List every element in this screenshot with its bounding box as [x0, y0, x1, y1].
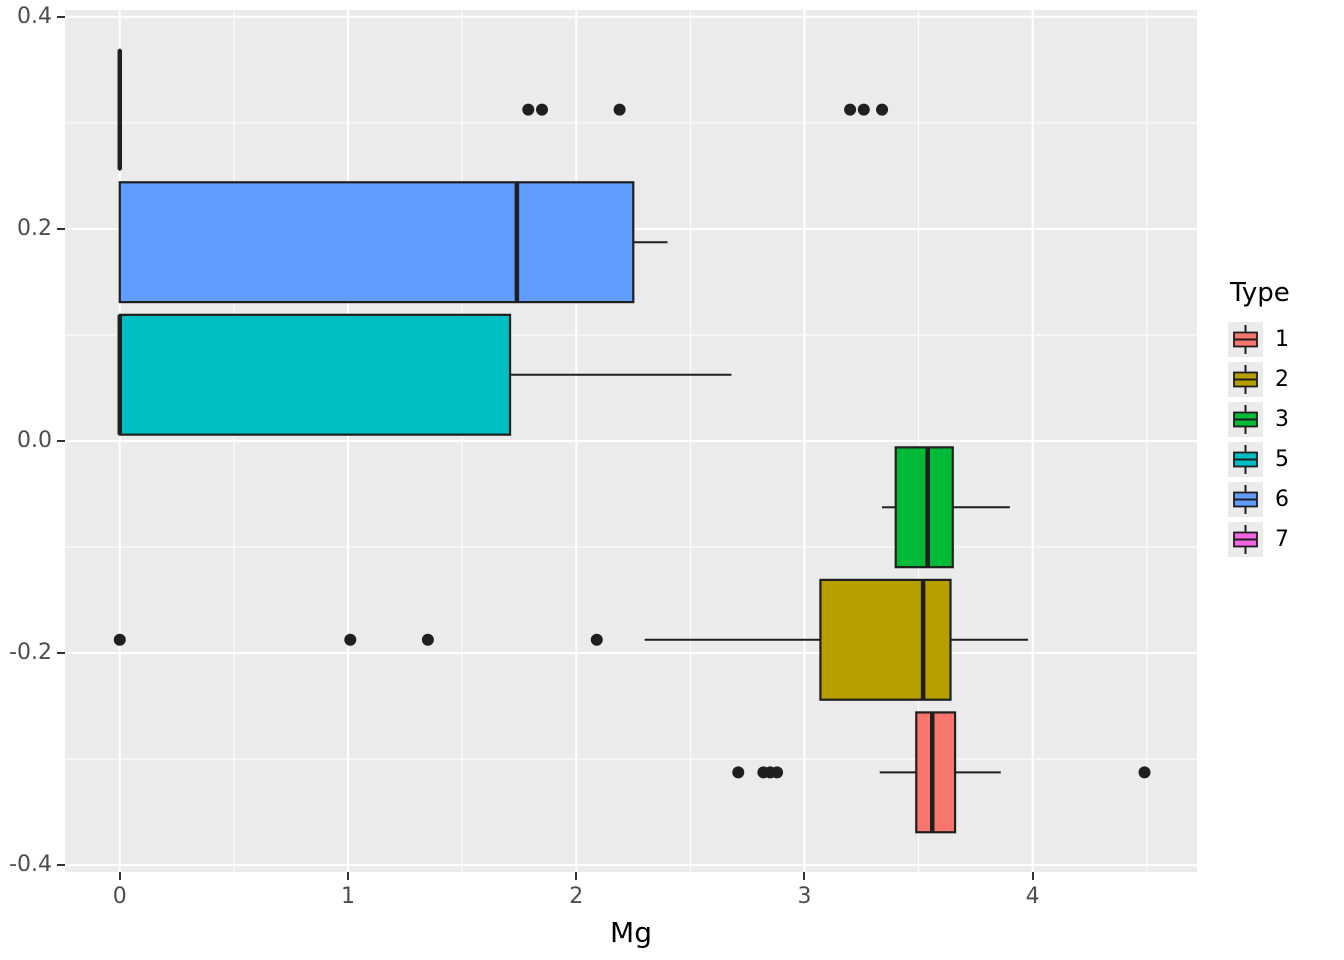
x-tick-mark: [118, 872, 121, 880]
outlier-point: [535, 103, 548, 116]
y-tick-mark: [57, 652, 65, 655]
x-tick-mark: [1031, 872, 1034, 880]
legend-item-type-3: 3: [1228, 402, 1290, 437]
plot-panel: [65, 10, 1197, 872]
legend-label: 7: [1275, 527, 1289, 552]
outlier-point: [113, 633, 126, 646]
legend-label: 5: [1275, 447, 1289, 472]
outlier-point: [613, 103, 626, 116]
legend-item-type-5: 5: [1228, 442, 1290, 477]
box-type-1: [915, 711, 957, 834]
legend-label: 6: [1275, 487, 1289, 512]
outlier-point: [522, 103, 535, 116]
y-tick-label: 0.2: [17, 215, 52, 241]
legend-item-type-6: 6: [1228, 482, 1290, 517]
legend-item-type-2: 2: [1228, 362, 1290, 397]
y-tick-mark: [57, 864, 65, 867]
box-type-3: [894, 446, 954, 569]
legend-label: 3: [1275, 407, 1289, 432]
y-tick-label: -0.2: [9, 640, 52, 666]
legend-key-boxplot-icon: [1228, 442, 1263, 477]
legend-label: 1: [1275, 327, 1289, 352]
x-tick-mark: [575, 872, 578, 880]
y-tick-label: -0.4: [9, 852, 52, 878]
legend-title: Type: [1230, 278, 1290, 308]
y-tick-label: 0.0: [17, 428, 52, 453]
legend-key-boxplot-icon: [1228, 522, 1263, 557]
outlier-point: [876, 103, 889, 116]
y-tick-mark: [57, 440, 65, 442]
outlier-point: [590, 633, 603, 646]
legend-key-boxplot-icon: [1228, 362, 1263, 397]
legend: Type 1 2 3 5 6 7: [1228, 278, 1290, 562]
boxplot-canvas: [65, 10, 1197, 872]
legend-key-boxplot-icon: [1228, 482, 1263, 517]
x-tick-label: 0: [112, 884, 127, 909]
legend-key-boxplot-icon: [1228, 322, 1263, 357]
legend-label: 2: [1275, 367, 1289, 392]
legend-items: 1 2 3 5 6 7: [1228, 322, 1290, 557]
legend-item-type-7: 7: [1228, 522, 1290, 557]
x-axis-title: Mg: [610, 916, 652, 949]
y-tick-mark: [57, 15, 65, 18]
x-tick-label: 3: [797, 884, 812, 909]
box-type-2: [819, 578, 952, 701]
legend-key-boxplot-icon: [1228, 402, 1263, 437]
x-tick-mark: [347, 872, 349, 880]
x-tick-label: 2: [569, 884, 584, 909]
box-type-5: [118, 313, 512, 436]
x-tick-mark: [803, 872, 806, 880]
y-tick-mark: [57, 227, 65, 230]
x-tick-label: 1: [341, 884, 355, 909]
outlier-point: [857, 103, 870, 116]
y-tick-label: 0.4: [17, 3, 52, 29]
x-tick-label: 4: [1025, 884, 1040, 909]
outlier-point: [1138, 766, 1151, 779]
outlier-point: [844, 103, 857, 116]
legend-item-type-1: 1: [1228, 322, 1290, 357]
outlier-point: [771, 766, 784, 779]
outlier-point: [344, 633, 357, 646]
outlier-point: [421, 633, 434, 646]
box-type-6: [118, 181, 635, 304]
outlier-point: [732, 766, 745, 779]
